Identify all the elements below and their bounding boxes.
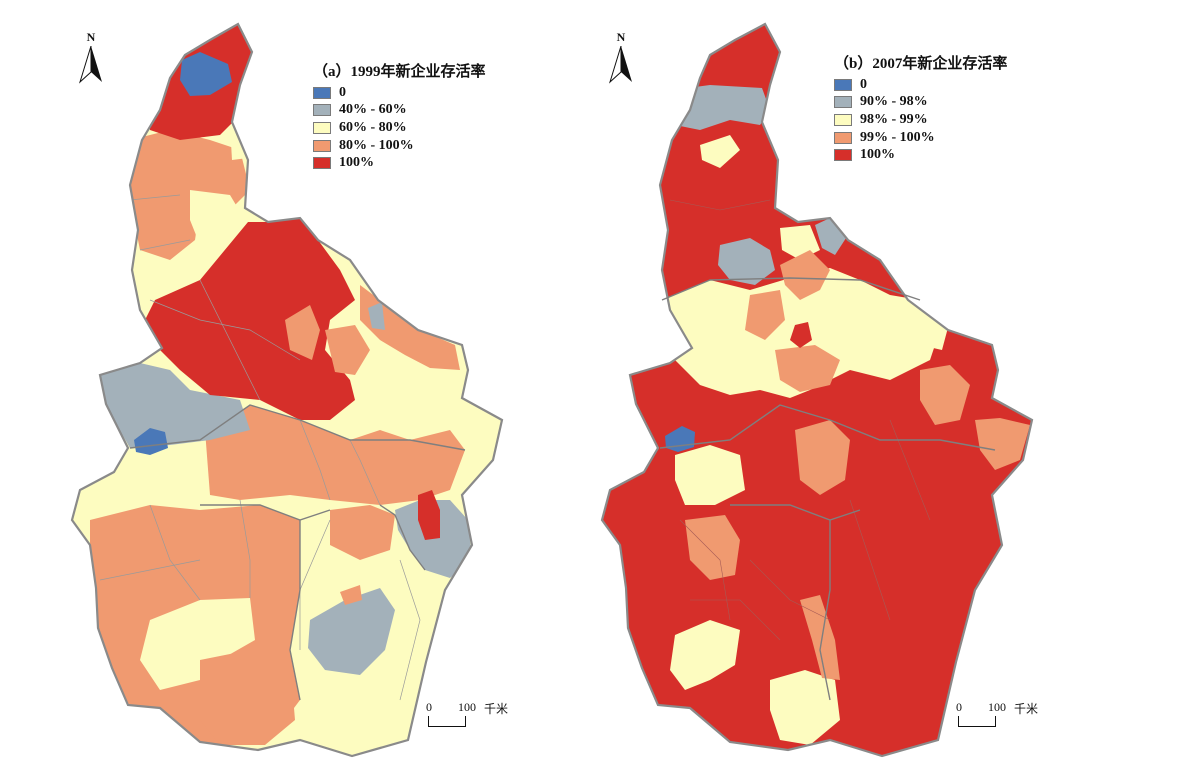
region-southeast-gray (308, 588, 395, 675)
legend-title: （b）2007年新企业存活率 (834, 56, 1008, 72)
region-west-blue (134, 428, 168, 455)
region-ne-salmon-3 (325, 325, 370, 375)
scale-value: 100 (458, 700, 476, 714)
north-arrow-icon (608, 46, 632, 84)
legend-swatch (313, 104, 331, 117)
region-salmon-3 (775, 345, 840, 392)
scale-bar-line (428, 716, 466, 727)
legend-2007: （b）2007年新企业存活率 0 90% - 98% 98% - 99% 99%… (834, 52, 1007, 164)
legend-swatch (313, 121, 331, 134)
region-south-cream-2 (770, 670, 840, 745)
legend-label: 90% - 98% (860, 94, 928, 110)
legend-swatch (834, 96, 852, 109)
legend-item: 80% - 100% (313, 137, 486, 155)
region-ne-gray-small (368, 302, 385, 330)
legend-1999: （a）1999年新企业存活率 0 40% - 60% 60% - 80% 80%… (313, 60, 486, 172)
legend-swatch (834, 78, 852, 91)
region-south-central (200, 650, 295, 745)
region-east-red (418, 490, 440, 540)
legend-label: 0 (339, 84, 346, 100)
legend-item: 100% (313, 154, 486, 172)
region-west-gray (100, 363, 250, 448)
region-south-salmon (800, 595, 840, 680)
region-east-salmon (330, 505, 395, 560)
region-east-salmon-2 (975, 418, 1030, 470)
legend-item: 99% - 100% (834, 129, 1007, 147)
legend-item: 0 (313, 84, 486, 102)
region-sw-salmon (685, 515, 740, 580)
legend-item: 90% - 98% (834, 94, 1007, 112)
scale-unit: 千米 (484, 702, 509, 716)
legend-label: 40% - 60% (339, 102, 407, 118)
choropleth-map-2007 (600, 22, 1034, 758)
legend-swatch (313, 157, 331, 170)
legend-label: 60% - 80% (339, 119, 407, 135)
legend-item: 98% - 99% (834, 111, 1007, 129)
region-east-gray (395, 500, 472, 578)
map-panel-2007: N （b）2007年新企业存活率 0 90% - 98% 98% - 99% 9… (590, 0, 1179, 772)
region-top-blue (180, 52, 232, 96)
region-west-cream (675, 445, 745, 505)
region-top-gray (672, 85, 770, 130)
region-south-cream-1 (670, 620, 740, 690)
legend-label: 100% (339, 155, 374, 171)
legend-label: 0 (860, 76, 867, 92)
scale-value: 100 (988, 700, 1006, 714)
legend-label: 100% (860, 147, 895, 163)
scale-bar-line (958, 716, 996, 727)
north-arrow-1999: N (76, 30, 106, 90)
region-east-salmon-1 (920, 365, 970, 425)
scale-bar-2007: 0 100 千米 (956, 700, 1056, 740)
north-label: N (86, 30, 96, 44)
legend-swatch (834, 149, 852, 162)
province-outline-1999 (70, 22, 504, 758)
north-arrow-2007: N (606, 30, 636, 90)
city-boundaries-1999 (129, 404, 466, 701)
region-central-salmon (795, 420, 850, 495)
region-southeast-salmon (340, 585, 362, 605)
region-north-gray (718, 238, 775, 285)
legend-label: 98% - 99% (860, 111, 928, 127)
region-salmon-1 (780, 250, 830, 300)
legend-item: 0 (834, 76, 1007, 94)
province-outline-2007 (600, 22, 1034, 758)
legend-label: 80% - 100% (339, 137, 414, 153)
region-red-small (790, 322, 812, 348)
internal-boundaries-2007 (669, 199, 931, 641)
region-salmon-2 (745, 290, 785, 340)
map-regions-1999 (72, 24, 502, 756)
legend-label: 99% - 100% (860, 129, 935, 145)
legend-title: （a）1999年新企业存活率 (313, 64, 486, 80)
legend-swatch (834, 113, 852, 126)
choropleth-map-1999 (70, 22, 504, 758)
map-panel-1999: N （a）1999年新企业存活率 0 40% - 60% 60% - 80% 8… (0, 0, 589, 772)
scale-zero: 0 (956, 700, 962, 714)
region-north-strip-cream (190, 190, 245, 245)
region-east-salmon-2 (360, 450, 440, 490)
legend-swatch (313, 86, 331, 99)
legend-item: 40% - 60% (313, 102, 486, 120)
legend-swatch (834, 131, 852, 144)
region-ne-salmon-1 (285, 305, 320, 360)
legend-item: 100% (834, 146, 1007, 164)
north-label: N (616, 30, 626, 44)
scale-unit: 千米 (1014, 702, 1039, 716)
region-sw-inner (140, 598, 255, 690)
scale-bar-1999: 0 100 千米 (426, 700, 526, 740)
legend-swatch (313, 139, 331, 152)
region-north-red (145, 218, 355, 420)
north-arrow-icon (78, 46, 102, 84)
city-boundaries-2007 (659, 277, 996, 701)
scale-zero: 0 (426, 700, 432, 714)
region-north-cream (700, 135, 740, 168)
legend-item: 60% - 80% (313, 119, 486, 137)
